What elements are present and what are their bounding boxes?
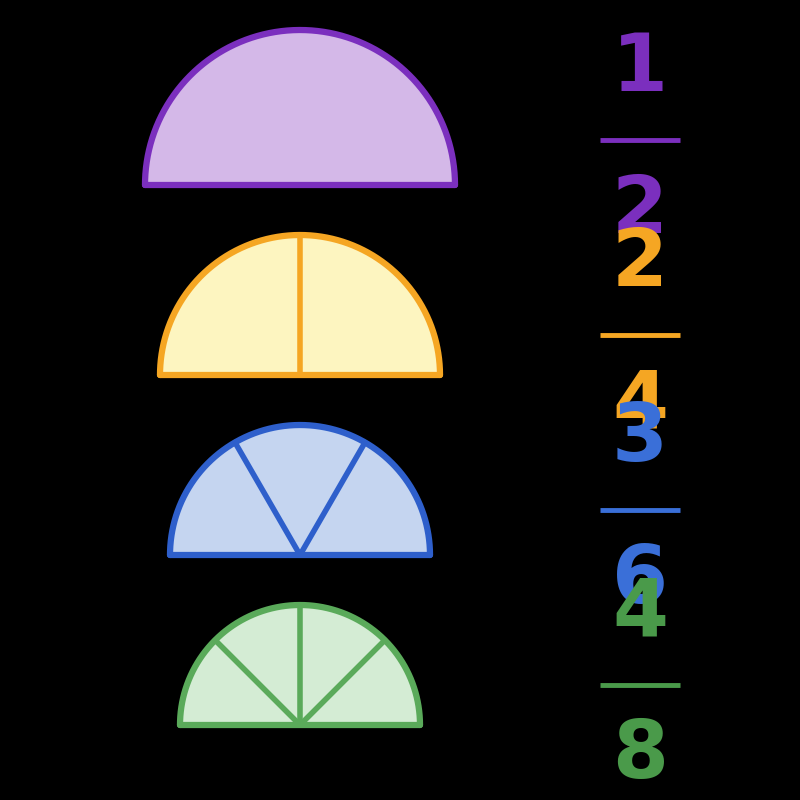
- Polygon shape: [160, 235, 440, 375]
- Text: 3: 3: [612, 400, 668, 478]
- Text: 1: 1: [612, 30, 668, 108]
- Polygon shape: [170, 425, 430, 555]
- Polygon shape: [180, 605, 420, 725]
- Text: 8: 8: [612, 717, 668, 795]
- Text: 4: 4: [612, 367, 668, 445]
- Text: 4: 4: [612, 575, 668, 653]
- Text: 2: 2: [612, 225, 668, 303]
- Text: 2: 2: [612, 172, 668, 250]
- Polygon shape: [145, 30, 455, 185]
- Text: 6: 6: [612, 542, 668, 620]
